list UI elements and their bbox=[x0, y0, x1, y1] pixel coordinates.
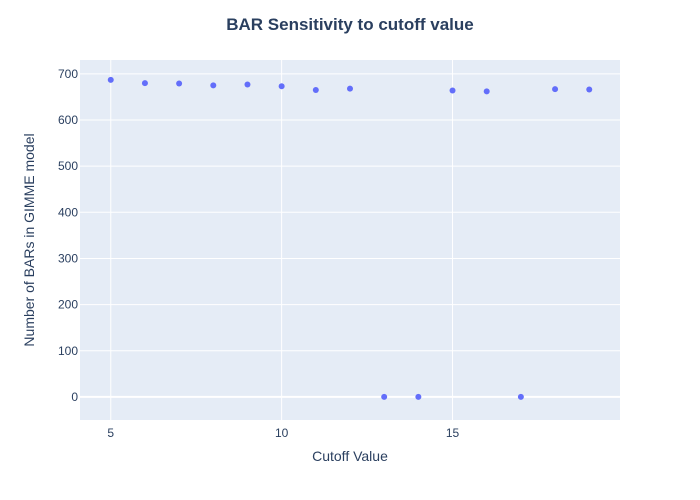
data-point bbox=[483, 88, 490, 95]
x-axis-label: Cutoff Value bbox=[312, 448, 388, 464]
tick-labels: 0 100 200 300 400 500 600 700 5 10 15 bbox=[58, 67, 460, 440]
data-point bbox=[347, 85, 353, 92]
y-tick-label: 0 bbox=[71, 390, 78, 404]
data-point bbox=[312, 87, 319, 93]
y-tick-label: 500 bbox=[58, 159, 78, 173]
data-point bbox=[381, 393, 388, 400]
data-point bbox=[517, 393, 524, 400]
data-points bbox=[107, 76, 593, 400]
y-axis-label: Number of BARs in GIMME model bbox=[21, 133, 37, 346]
data-point bbox=[586, 86, 593, 93]
x-tick-label: 15 bbox=[446, 426, 460, 440]
y-tick-label: 400 bbox=[58, 205, 78, 219]
data-point bbox=[107, 76, 114, 83]
data-point bbox=[244, 81, 251, 88]
x-tick-label: 10 bbox=[275, 426, 289, 440]
plot-area-background bbox=[80, 60, 620, 420]
y-tick-label: 300 bbox=[58, 251, 78, 265]
y-tick-label: 200 bbox=[58, 298, 78, 312]
data-point bbox=[415, 393, 422, 400]
data-point bbox=[552, 86, 559, 93]
y-tick-label: 700 bbox=[58, 67, 78, 81]
data-point bbox=[176, 80, 183, 87]
y-tick-label: 600 bbox=[58, 113, 78, 127]
data-point bbox=[449, 87, 456, 94]
data-point bbox=[141, 80, 148, 87]
x-tick-label: 5 bbox=[107, 426, 114, 440]
chart-title: BAR Sensitivity to cutoff value bbox=[226, 15, 473, 34]
data-point bbox=[278, 83, 285, 90]
y-tick-label: 100 bbox=[58, 344, 78, 358]
data-point bbox=[210, 82, 217, 89]
grid-lines bbox=[80, 60, 620, 420]
